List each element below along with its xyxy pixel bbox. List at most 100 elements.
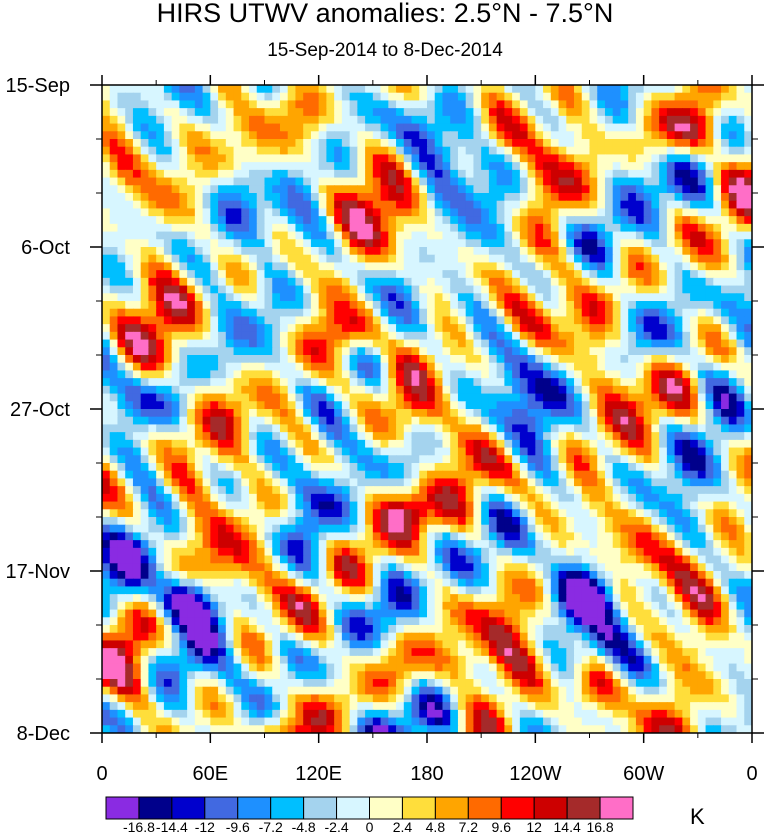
field-cell	[326, 216, 335, 225]
field-cell	[279, 277, 289, 287]
field-cell	[249, 270, 258, 279]
field-cell	[171, 193, 180, 202]
field-cell	[117, 200, 126, 210]
field-cell	[148, 517, 157, 526]
field-cell	[450, 169, 459, 179]
field-cell	[597, 347, 606, 356]
field-cell	[519, 154, 529, 163]
field-cell	[728, 393, 738, 402]
field-cell	[574, 262, 583, 271]
field-cell	[635, 393, 645, 402]
field-cell	[427, 285, 436, 294]
field-cell	[396, 139, 405, 148]
field-cell	[279, 108, 289, 117]
field-cell	[589, 223, 598, 233]
field-cell	[380, 100, 389, 109]
field-cell	[659, 208, 668, 217]
field-cell	[705, 277, 714, 287]
field-cell	[279, 115, 289, 125]
field-cell	[218, 509, 227, 518]
field-cell	[117, 169, 126, 179]
field-cell	[488, 285, 498, 294]
field-cell	[543, 169, 552, 179]
field-cell	[705, 301, 714, 310]
field-cell	[566, 486, 575, 495]
field-cell	[156, 378, 165, 387]
field-cell	[202, 247, 211, 256]
field-cell	[682, 115, 691, 125]
field-cell	[690, 247, 699, 256]
field-cell	[341, 540, 351, 549]
field-cell	[218, 355, 227, 364]
field-cell	[326, 239, 335, 248]
field-cell	[419, 216, 428, 225]
field-cell	[194, 339, 204, 348]
field-cell	[225, 139, 235, 148]
field-cell	[396, 177, 405, 186]
field-cell	[318, 493, 328, 503]
field-cell	[372, 509, 382, 518]
field-cell	[388, 115, 397, 125]
field-cell	[566, 247, 575, 256]
field-cell	[225, 401, 235, 410]
field-cell	[728, 108, 738, 117]
field-cell	[628, 401, 637, 410]
field-cell	[697, 347, 707, 356]
field-cell	[419, 432, 428, 441]
field-cell	[496, 115, 505, 125]
field-cell	[163, 409, 173, 418]
field-cell	[434, 185, 444, 194]
field-cell	[210, 247, 219, 256]
field-cell	[427, 439, 436, 449]
field-cell	[558, 478, 567, 487]
field-cell	[411, 216, 420, 225]
field-cell	[744, 493, 752, 503]
field-cell	[744, 154, 752, 163]
field-cell	[674, 108, 683, 117]
field-cell	[279, 223, 289, 233]
field-cell	[318, 154, 328, 163]
field-cell	[558, 123, 567, 132]
field-cell	[527, 478, 536, 487]
field-cell	[140, 123, 150, 132]
field-cell	[102, 154, 111, 163]
field-cell	[728, 493, 738, 503]
field-cell	[171, 131, 180, 140]
field-cell	[581, 316, 591, 325]
field-cell	[682, 100, 691, 109]
field-cell	[612, 455, 622, 464]
field-cell	[249, 92, 258, 102]
field-cell	[341, 216, 351, 225]
field-cell	[295, 270, 304, 279]
field-cell	[659, 85, 668, 94]
field-cell	[287, 301, 297, 310]
field-cell	[187, 200, 196, 210]
field-cell	[682, 347, 691, 356]
field-cell	[519, 416, 529, 426]
field-cell	[210, 378, 219, 387]
field-cell	[295, 301, 304, 310]
field-cell	[721, 347, 730, 356]
field-cell	[264, 447, 273, 456]
field-cell	[465, 401, 475, 410]
field-cell	[156, 362, 165, 372]
field-cell	[187, 169, 196, 179]
field-cell	[612, 486, 622, 495]
field-cell	[628, 424, 637, 433]
field-cell	[481, 239, 490, 248]
field-cell	[457, 200, 467, 210]
field-cell	[303, 493, 312, 503]
field-cell	[659, 455, 668, 464]
field-cell	[125, 85, 134, 94]
field-cell	[427, 532, 436, 541]
field-cell	[310, 432, 320, 441]
field-cell	[620, 131, 629, 140]
field-cell	[651, 108, 660, 117]
field-cell	[597, 146, 606, 156]
field-cell	[427, 231, 436, 240]
field-cell	[249, 493, 258, 503]
field-cell	[372, 463, 382, 472]
field-cell	[210, 123, 219, 132]
field-cell	[218, 193, 227, 202]
field-cell	[581, 355, 591, 364]
